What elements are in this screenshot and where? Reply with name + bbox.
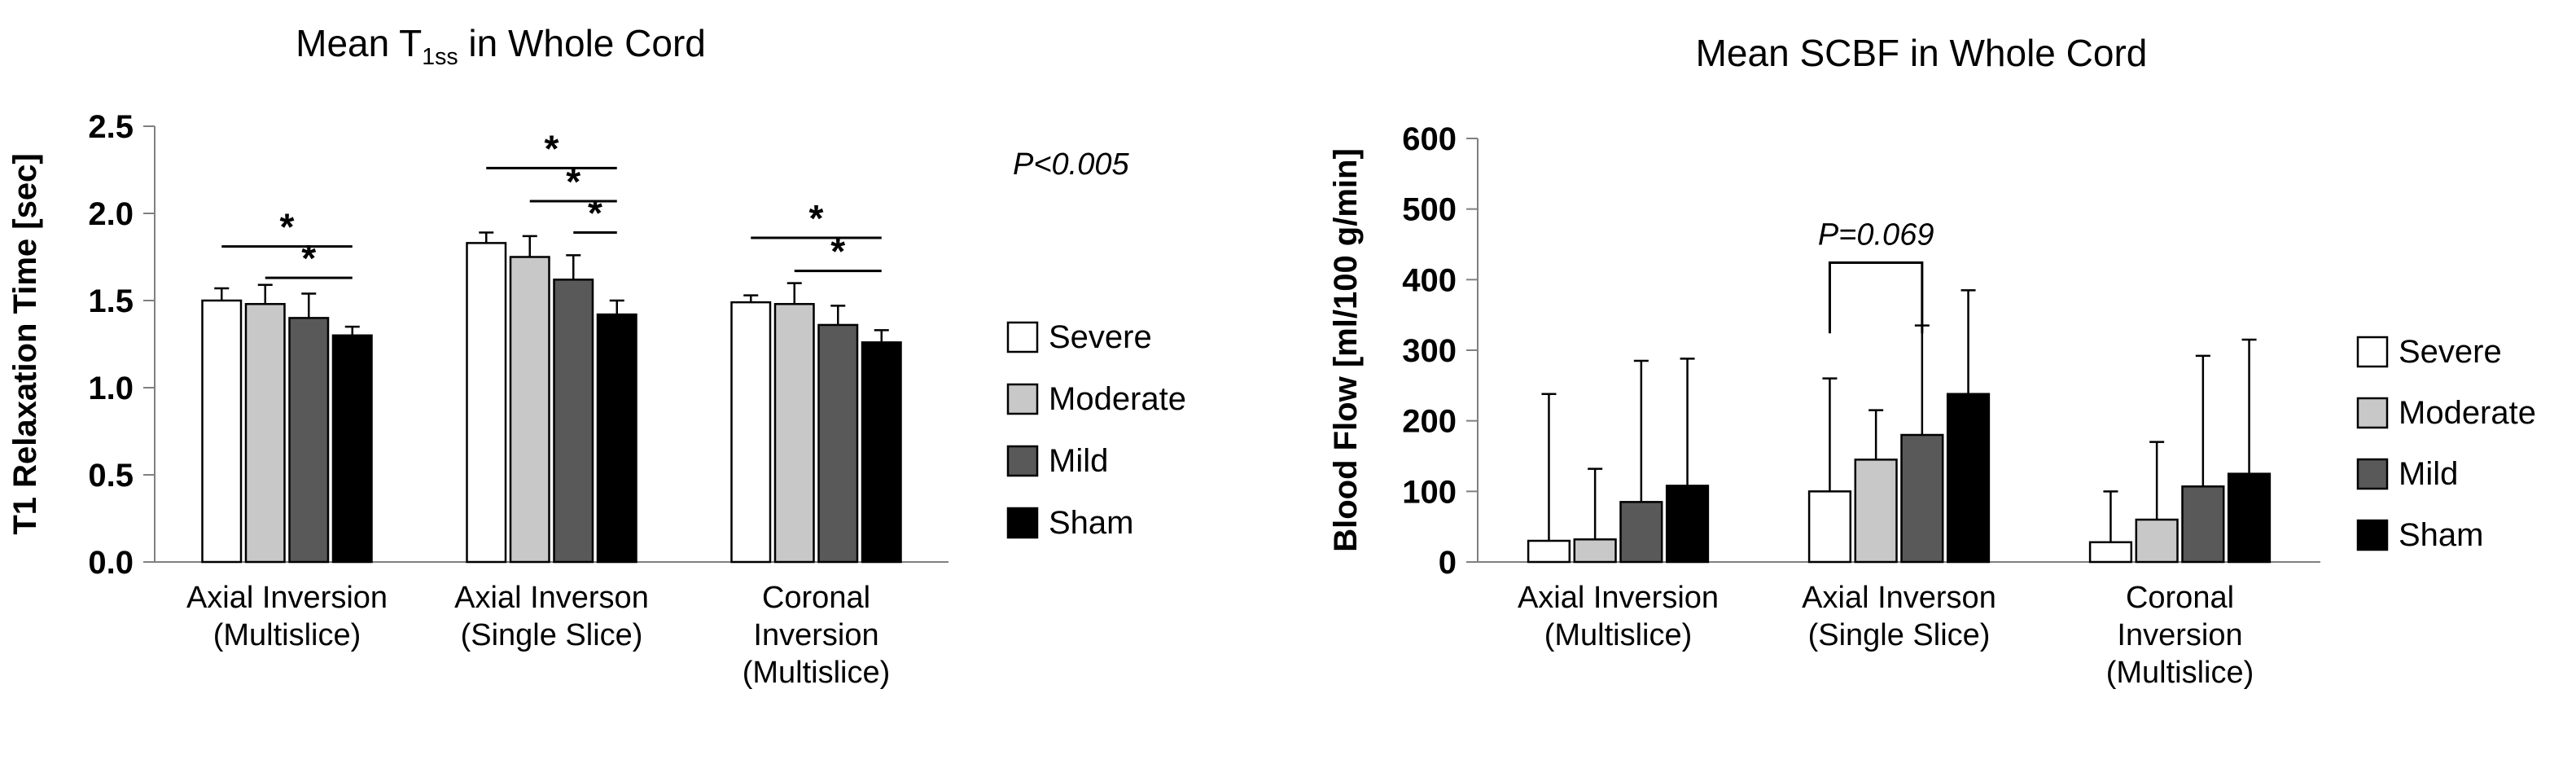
category-label: Axial Inversion bbox=[1518, 581, 1719, 615]
legend-label-sham: Sham bbox=[1049, 505, 1134, 541]
legend-swatch-mild bbox=[2356, 458, 2389, 490]
p-value-bracket bbox=[1828, 261, 1924, 334]
significance-star: * bbox=[566, 160, 580, 203]
title-text-pre: Mean SCBF in Whole Cord bbox=[1695, 32, 2148, 74]
bar-mild bbox=[1900, 433, 1944, 564]
y-tick-label: 2.0 bbox=[88, 196, 134, 232]
legend-swatch-sham bbox=[2356, 519, 2389, 551]
y-tick-label: 2.5 bbox=[88, 109, 134, 145]
category-label: Inversion bbox=[2117, 618, 2242, 652]
legend-label-sham: Sham bbox=[2399, 517, 2484, 553]
y-axis-label: T1 Relaxation Time [sec] bbox=[7, 153, 43, 534]
bar-severe bbox=[1807, 490, 1852, 564]
bar-sham bbox=[861, 341, 902, 564]
p-value-annotation: P<0.005 bbox=[1013, 147, 1129, 182]
bar-mild bbox=[288, 317, 330, 564]
chart-title-t1ss: Mean T1ss in Whole Cord bbox=[73, 21, 928, 71]
legend-swatch-severe bbox=[1006, 321, 1039, 353]
bar-moderate bbox=[1854, 459, 1898, 564]
category-label: Inversion bbox=[753, 618, 878, 652]
legend-label-moderate: Moderate bbox=[2399, 395, 2536, 431]
category-label: (Single Slice) bbox=[461, 618, 643, 652]
significance-star: * bbox=[301, 237, 316, 279]
y-tick-label: 0.0 bbox=[88, 545, 134, 581]
legend-label-mild: Mild bbox=[1049, 443, 1108, 479]
legend-label-mild: Mild bbox=[2399, 456, 2458, 492]
p-value-annotation: P=0.069 bbox=[1818, 218, 1934, 252]
significance-star: * bbox=[545, 127, 559, 169]
bar-severe bbox=[201, 299, 243, 564]
bar-sham bbox=[2227, 472, 2272, 564]
bar-severe bbox=[2088, 541, 2133, 564]
y-tick-label: 1.0 bbox=[88, 371, 134, 406]
bar-severe bbox=[730, 301, 772, 564]
legend-label-severe: Severe bbox=[2399, 334, 2502, 370]
legend-swatch-severe bbox=[2356, 336, 2389, 368]
category-label: (Multislice) bbox=[743, 656, 891, 690]
category-label: Coronal bbox=[762, 581, 870, 615]
scbf-bar-chart: 0 100 200 300 400 500 600 Blood Flow [ml/100 g/… bbox=[1328, 121, 2536, 690]
y-tick-label: 100 bbox=[1402, 474, 1457, 510]
bar-mild bbox=[817, 323, 859, 564]
bar-severe bbox=[1527, 539, 1571, 564]
legend-label-moderate: Moderate bbox=[1049, 381, 1186, 417]
legend-swatch-moderate bbox=[1006, 383, 1039, 415]
bar-moderate bbox=[773, 303, 815, 564]
y-tick-label: 600 bbox=[1402, 121, 1457, 157]
bar-moderate bbox=[2135, 518, 2179, 564]
legend-swatch-moderate bbox=[2356, 397, 2389, 429]
significance-star: * bbox=[830, 230, 845, 273]
legend-label-severe: Severe bbox=[1049, 319, 1152, 355]
y-axis-label: Blood Flow [ml/100 g/min] bbox=[1328, 148, 1364, 552]
bar-moderate bbox=[509, 256, 550, 564]
t1ss-bar-chart: 0.0 0.5 1.0 1.5 2.0 2.5 T1 Relaxation Time [se… bbox=[7, 109, 1186, 690]
title-text-post: in Whole Cord bbox=[458, 22, 706, 64]
chart-title-scbf: Mean SCBF in Whole Cord bbox=[1494, 31, 2349, 81]
category-label: Axial Inversion bbox=[186, 581, 388, 615]
category-label: (Multislice) bbox=[213, 618, 361, 652]
bar-mild bbox=[2181, 485, 2225, 564]
category-label: (Multislice) bbox=[1544, 618, 1693, 652]
bar-sham bbox=[1665, 485, 1710, 564]
legend-swatch-sham bbox=[1006, 507, 1039, 539]
bar-moderate bbox=[244, 303, 286, 564]
bar-sham bbox=[596, 313, 637, 564]
chart-panel-scbf: Mean SCBF in Whole Cord 0 100 200 300 400 500… bbox=[1270, 0, 2576, 777]
y-tick-label: 300 bbox=[1402, 333, 1457, 369]
bar-sham bbox=[331, 334, 373, 564]
y-tick-label: 500 bbox=[1402, 192, 1457, 228]
chart-panel-t1ss: Mean T1ss in Whole Cord 0.0 0.5 1.0 1.5 2.0 2… bbox=[0, 0, 1270, 777]
category-label: (Single Slice) bbox=[1808, 618, 1991, 652]
bar-mild bbox=[553, 279, 594, 564]
bar-moderate bbox=[1573, 538, 1617, 564]
significance-star: * bbox=[280, 206, 295, 248]
y-tick-label: 0.5 bbox=[88, 458, 134, 494]
category-label: (Multislice) bbox=[2106, 656, 2254, 690]
significance-star: * bbox=[588, 192, 602, 235]
y-tick-label: 1.5 bbox=[88, 283, 134, 319]
bar-mild bbox=[1619, 501, 1663, 564]
title-text-pre: Mean T bbox=[296, 22, 423, 64]
title-subscript: 1ss bbox=[422, 44, 458, 71]
bar-severe bbox=[466, 242, 507, 564]
y-tick-label: 200 bbox=[1402, 404, 1457, 440]
y-tick-label: 400 bbox=[1402, 262, 1457, 298]
category-label: Axial Inverson bbox=[1802, 581, 1996, 615]
legend-swatch-mild bbox=[1006, 445, 1039, 477]
y-tick-label: 0 bbox=[1439, 545, 1457, 581]
category-label: Coronal bbox=[2126, 581, 2234, 615]
category-label: Axial Inverson bbox=[454, 581, 649, 615]
significance-star: * bbox=[809, 197, 824, 239]
bar-sham bbox=[1946, 393, 1991, 564]
